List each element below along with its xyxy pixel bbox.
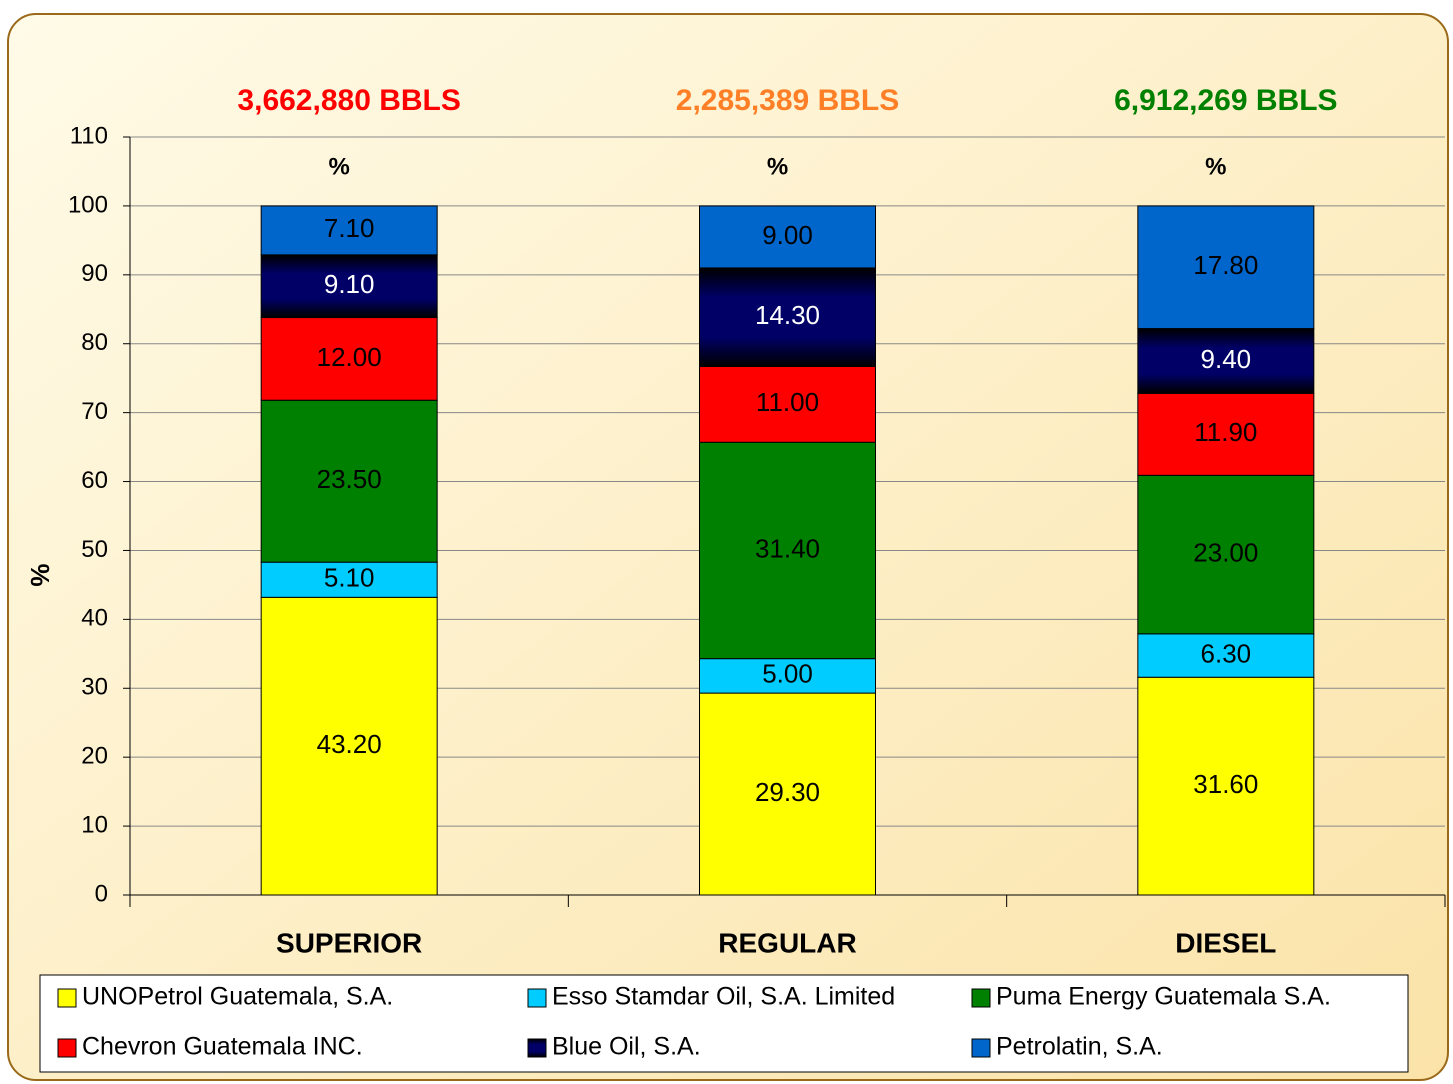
bar-segment — [260, 596, 438, 896]
y-tick-label: 10 — [81, 811, 108, 838]
bar-segment — [1137, 205, 1315, 330]
legend-swatch — [57, 988, 77, 1008]
annotation: 2,285,389 BBLS — [676, 84, 899, 117]
bar-segment — [1137, 392, 1315, 476]
bar-segment — [699, 205, 876, 269]
y-tick-label: 40 — [81, 605, 108, 632]
y-axis-label: % — [25, 563, 55, 586]
bar-segment — [1137, 328, 1315, 394]
x-tick-label: DIESEL — [1175, 927, 1276, 958]
bar-segment — [260, 399, 438, 563]
data-label: 17.80 — [1193, 250, 1258, 280]
legend-swatch — [57, 1038, 77, 1058]
bar-segment — [260, 317, 438, 401]
bar-segment — [260, 254, 438, 319]
y-tick-label: 110 — [70, 122, 108, 149]
y-tick-label: 20 — [81, 743, 108, 770]
legend-swatch — [971, 1038, 991, 1058]
x-tick-label: REGULAR — [718, 927, 856, 958]
y-tick-label: 90 — [81, 260, 108, 287]
bar-segment — [260, 561, 438, 598]
data-label: 9.00 — [762, 220, 813, 250]
legend-swatch — [527, 1038, 547, 1058]
data-label: 43.20 — [317, 729, 382, 759]
bar-segment — [699, 692, 876, 896]
legend-label: Esso Stamdar Oil, S.A. Limited — [552, 983, 895, 1011]
legend-label: Petrolatin, S.A. — [996, 1033, 1163, 1061]
data-label: 9.40 — [1201, 344, 1252, 374]
legend-swatch — [527, 988, 547, 1008]
y-tick-label: 0 — [95, 880, 108, 907]
y-tick-label: 30 — [81, 674, 108, 701]
data-label: 12.00 — [317, 342, 382, 372]
data-label: 31.40 — [755, 533, 820, 563]
data-label: 23.00 — [1193, 537, 1258, 567]
data-label: 11.00 — [756, 387, 819, 417]
bar-segment — [699, 441, 876, 660]
data-label: 11.90 — [1194, 417, 1257, 447]
legend-label: Puma Energy Guatemala S.A. — [996, 983, 1331, 1011]
y-tick-label: 50 — [81, 536, 108, 563]
legend-label: UNOPetrol Guatemala, S.A. — [82, 983, 393, 1011]
legend-label: Chevron Guatemala INC. — [82, 1033, 363, 1061]
legend-label: Blue Oil, S.A. — [552, 1033, 701, 1061]
data-label: 31.60 — [1193, 769, 1258, 799]
data-label: 6.30 — [1201, 638, 1252, 668]
bar-segment — [699, 267, 876, 367]
bar-segment — [1137, 633, 1315, 678]
y-tick-label: 70 — [81, 398, 108, 425]
data-label: 29.30 — [755, 777, 820, 807]
bar-segment — [1137, 474, 1315, 635]
data-label: 9.10 — [324, 269, 375, 299]
bar-segment — [260, 205, 438, 256]
annotation: 3,662,880 BBLS — [237, 84, 460, 117]
bar-header: % — [767, 153, 788, 180]
x-tick-label: SUPERIOR — [276, 927, 422, 958]
y-tick-label: 80 — [81, 329, 108, 356]
y-tick-label: 100 — [68, 191, 108, 218]
bar-header: % — [328, 153, 349, 180]
bar-header: % — [1205, 153, 1226, 180]
bar-segment — [699, 658, 876, 694]
data-label: 14.30 — [755, 300, 820, 330]
y-tick-label: 60 — [81, 467, 108, 494]
data-label: 23.50 — [317, 464, 382, 494]
data-label: 7.10 — [324, 213, 375, 243]
legend — [39, 974, 1409, 1073]
data-label: 5.00 — [762, 659, 813, 689]
annotation: 6,912,269 BBLS — [1114, 84, 1337, 117]
bar-segment — [1137, 676, 1315, 896]
bar-segment — [699, 365, 876, 443]
legend-swatch — [971, 988, 991, 1008]
data-label: 5.10 — [324, 563, 375, 593]
